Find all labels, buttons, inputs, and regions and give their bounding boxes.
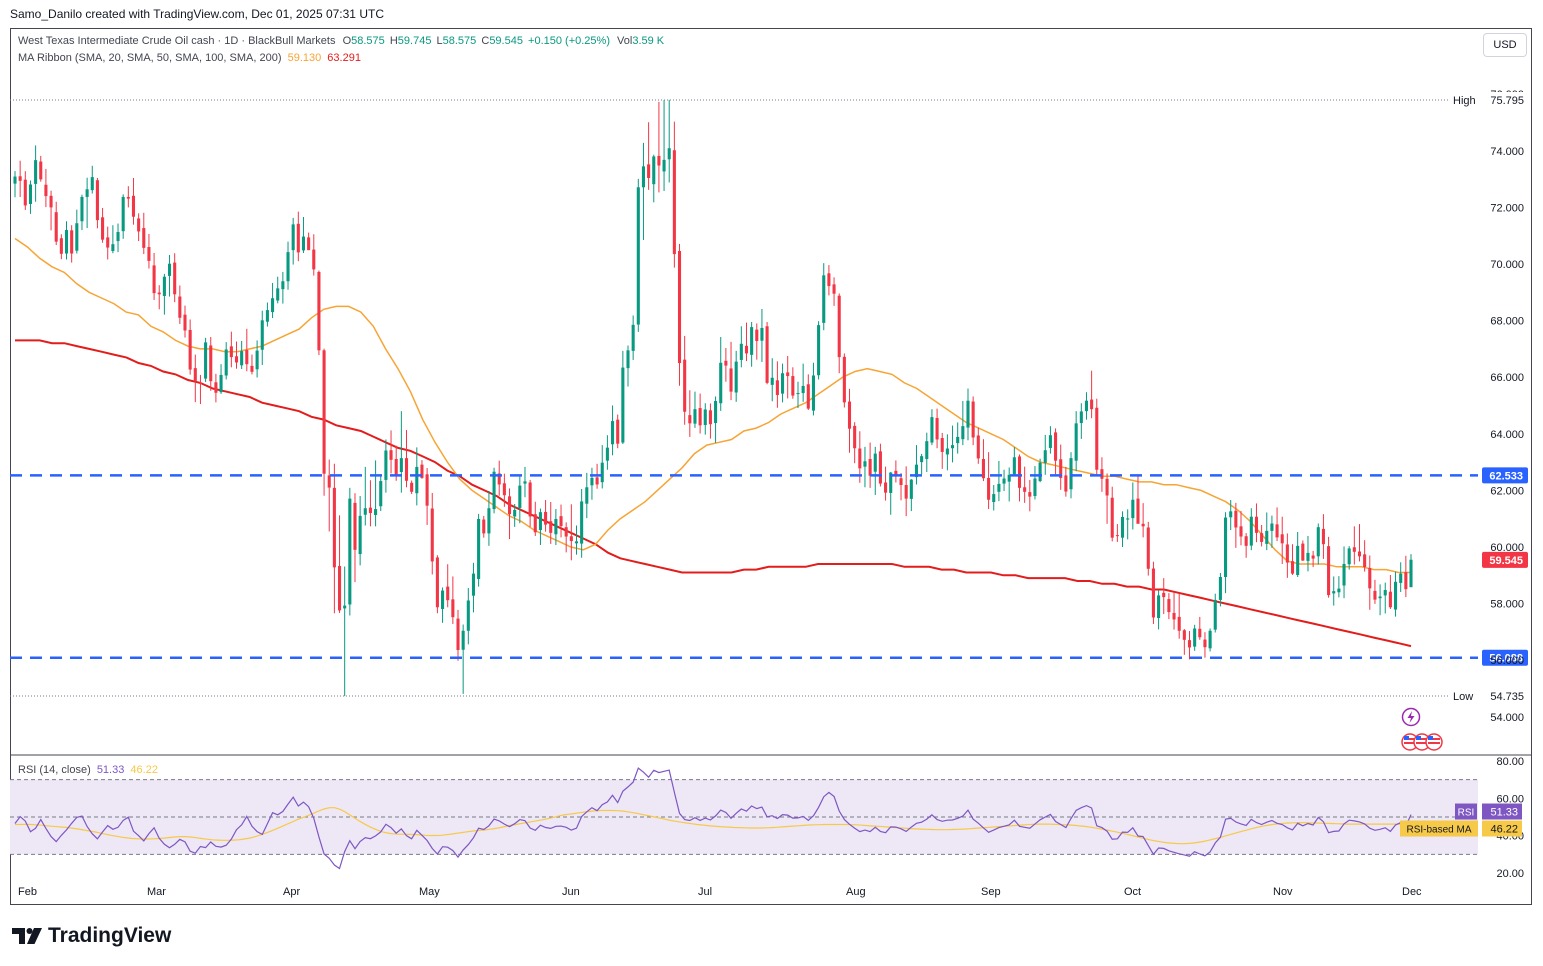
brand-name: TradingView xyxy=(48,924,172,947)
rsi-legend-value: 51.33 xyxy=(96,764,125,776)
currency-button[interactable]: USD xyxy=(1483,33,1527,57)
tradingview-logo-icon xyxy=(12,928,42,944)
low-label: L xyxy=(436,35,443,47)
open-value: 58.575 xyxy=(351,35,385,47)
event-badges[interactable] xyxy=(1398,707,1448,760)
ma200-value: 63.291 xyxy=(327,52,361,64)
open-label: O xyxy=(342,35,352,47)
attribution-text: Samo_Danilo created with TradingView.com… xyxy=(10,7,384,21)
attribution-bar: Samo_Danilo created with TradingView.com… xyxy=(0,0,1543,28)
tradingview-logo[interactable]: TradingView xyxy=(12,924,171,948)
change-value: +0.150 (+0.25%) xyxy=(528,35,610,47)
rsi-ma-legend-value: 46.22 xyxy=(130,764,158,776)
footer-bar xyxy=(0,906,1543,966)
dividend-icon[interactable] xyxy=(1401,707,1421,727)
ma20-value: 59.130 xyxy=(287,52,322,64)
rsi-name: RSI (14, close) xyxy=(18,764,91,776)
high-label: H xyxy=(389,35,398,47)
us-flag-icon[interactable] xyxy=(1401,733,1443,751)
close-label: C xyxy=(481,35,490,47)
low-value: 58.575 xyxy=(442,35,477,47)
ma-ribbon-name: MA Ribbon (SMA, 20, SMA, 50, SMA, 100, S… xyxy=(18,52,282,64)
volume-label: Vol xyxy=(617,35,633,47)
chart-frame[interactable] xyxy=(10,28,1532,905)
symbol-legend: West Texas Intermediate Crude Oil cash ·… xyxy=(18,35,664,47)
ma-ribbon-legend: MA Ribbon (SMA, 20, SMA, 50, SMA, 100, S… xyxy=(18,52,361,64)
rsi-legend: RSI (14, close) 51.33 46.22 xyxy=(18,764,158,776)
volume-value: 3.59 K xyxy=(632,35,665,47)
high-value: 59.745 xyxy=(397,35,432,47)
symbol-name: West Texas Intermediate Crude Oil cash ·… xyxy=(18,35,336,47)
close-value: 59.545 xyxy=(489,35,523,47)
